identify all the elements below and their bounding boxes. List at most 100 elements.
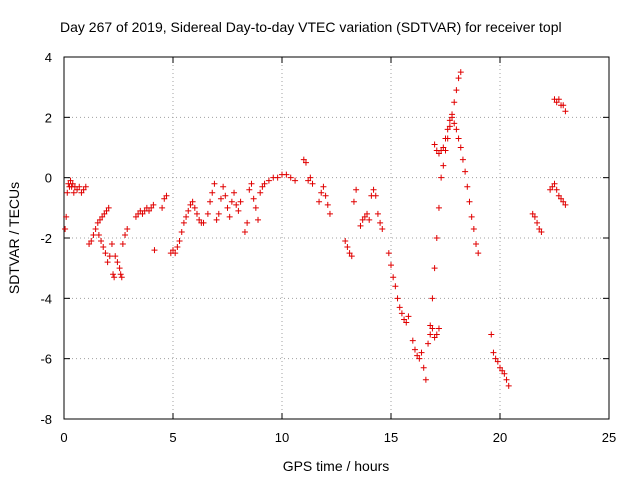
series-a4: [112, 225, 131, 281]
data-point: [105, 204, 112, 211]
data-point: [161, 195, 168, 202]
data-point: [322, 192, 329, 199]
data-point: [440, 162, 447, 169]
x-tick-label: 20: [493, 430, 507, 445]
data-point: [146, 207, 153, 214]
data-point: [558, 195, 565, 202]
data-point: [359, 216, 366, 223]
data-point: [377, 219, 384, 226]
data-point: [403, 319, 410, 326]
data-point: [438, 174, 445, 181]
data-point: [440, 144, 447, 151]
data-point: [344, 244, 351, 251]
data-point: [416, 355, 423, 362]
series-a13: [350, 186, 386, 232]
data-point: [390, 274, 397, 281]
data-point: [237, 198, 244, 205]
data-point: [429, 295, 436, 302]
data-point: [562, 201, 569, 208]
data-point: [555, 192, 562, 199]
data-point: [215, 210, 222, 217]
data-point: [80, 186, 87, 193]
y-axis-label: SDTVAR / TECUs: [6, 182, 22, 294]
data-point: [69, 180, 76, 187]
data-point: [346, 250, 353, 257]
data-point: [104, 259, 111, 266]
y-tick-label: -4: [40, 291, 52, 306]
data-point: [418, 349, 425, 356]
data-point: [151, 247, 158, 254]
data-point: [148, 204, 155, 211]
data-point: [231, 189, 238, 196]
data-point: [366, 216, 373, 223]
data-point: [209, 189, 216, 196]
data-point: [274, 174, 281, 181]
data-point: [116, 265, 123, 272]
data-point: [492, 355, 499, 362]
data-point: [163, 192, 170, 199]
data-point: [488, 331, 495, 338]
x-tick-label: 10: [275, 430, 289, 445]
data-point: [433, 331, 440, 338]
data-point: [470, 225, 477, 232]
data-point: [117, 271, 124, 278]
data-point: [187, 201, 194, 208]
data-point: [553, 186, 560, 193]
data-point: [444, 126, 451, 133]
series-a17: [431, 114, 482, 257]
data-point: [228, 198, 235, 205]
data-point: [455, 75, 462, 82]
data-point: [76, 183, 83, 190]
data-point: [411, 346, 418, 353]
data-point: [342, 238, 349, 245]
data-point: [431, 334, 438, 341]
data-point: [420, 364, 427, 371]
y-tick-label: 0: [45, 171, 52, 186]
data-point: [433, 235, 440, 241]
data-point: [457, 144, 464, 151]
data-point: [372, 192, 379, 199]
data-point: [174, 244, 181, 251]
data-point: [435, 150, 442, 157]
axis-ticks: [63, 56, 610, 420]
data-point: [241, 228, 248, 235]
x-tick-label: 5: [169, 430, 176, 445]
data-point: [374, 210, 381, 217]
data-point: [114, 259, 121, 266]
data-point: [100, 244, 107, 251]
series-a2: [86, 204, 112, 248]
series-a6: [151, 192, 170, 254]
series-a19: [529, 210, 545, 235]
data-point: [459, 156, 466, 163]
series-a5: [132, 201, 157, 220]
data-point: [429, 325, 436, 332]
data-point: [78, 189, 85, 196]
data-point: [462, 168, 469, 175]
data-point: [217, 195, 224, 202]
data-point: [213, 216, 220, 223]
data-point: [139, 210, 146, 217]
data-point: [385, 250, 392, 257]
data-point: [94, 219, 101, 226]
data-point: [108, 241, 115, 248]
series-a18: [488, 331, 512, 389]
data-point: [257, 189, 264, 196]
data-point: [353, 186, 360, 193]
data-point: [300, 156, 307, 163]
data-point: [101, 210, 108, 217]
data-point: [211, 180, 218, 187]
data-point: [185, 207, 192, 214]
data-point: [132, 213, 139, 220]
data-point: [499, 367, 506, 374]
data-point: [431, 265, 438, 272]
data-point: [361, 213, 368, 220]
data-point: [90, 231, 97, 238]
data-point: [159, 204, 166, 211]
data-point: [449, 114, 456, 121]
series-a16: [427, 69, 464, 329]
data-point: [64, 189, 71, 196]
data-point: [392, 283, 399, 290]
data-point: [235, 207, 242, 214]
data-point: [475, 250, 482, 257]
series-a20: [547, 180, 569, 208]
